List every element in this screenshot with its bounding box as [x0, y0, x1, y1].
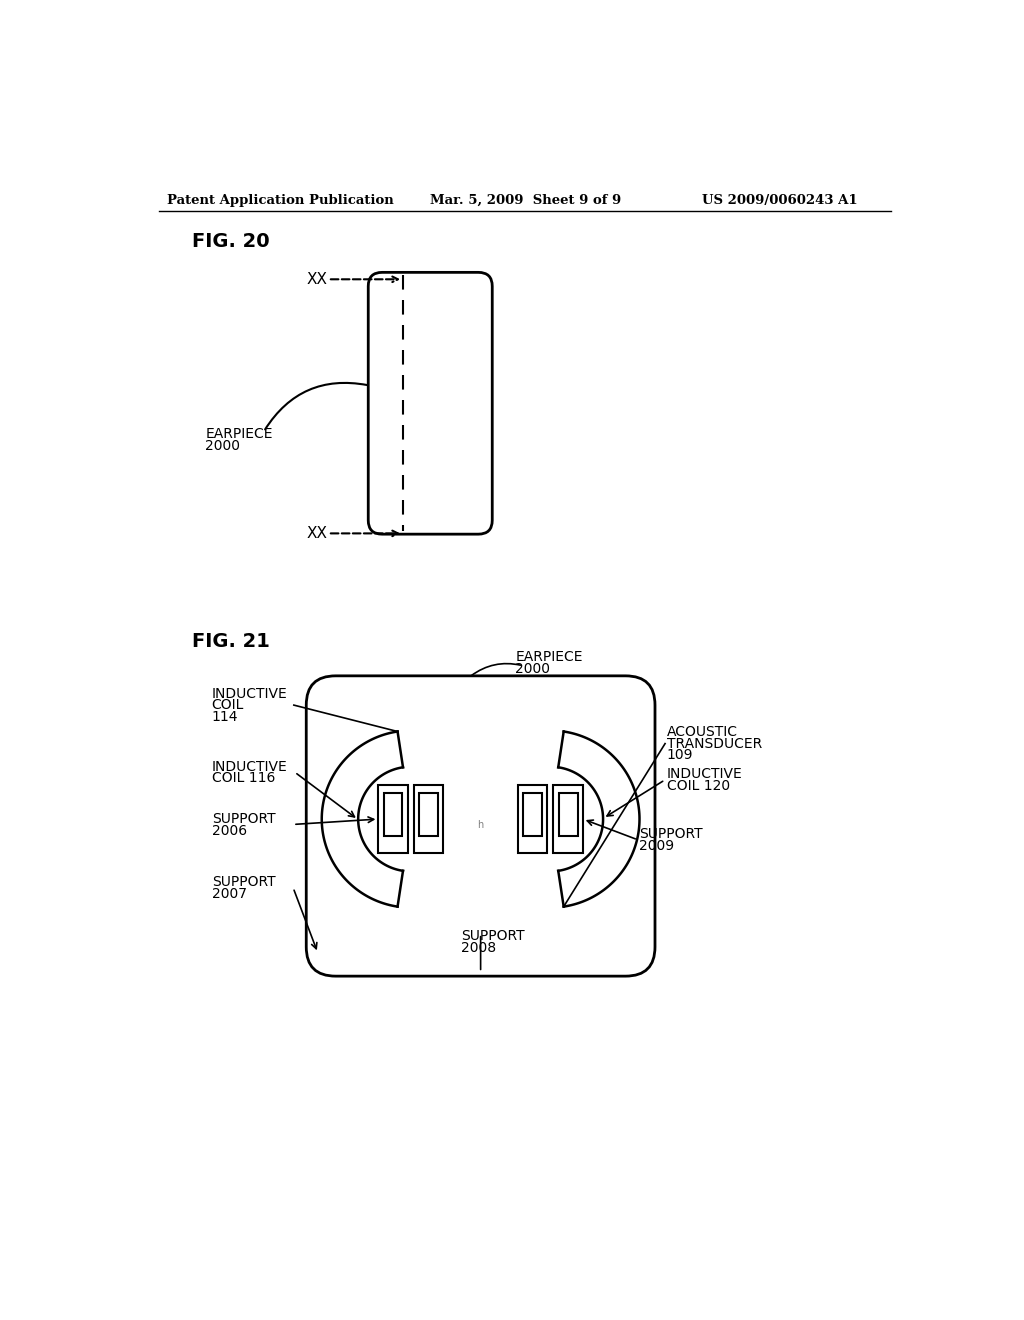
- Text: 109: 109: [667, 748, 693, 762]
- Bar: [523, 793, 542, 836]
- Text: Mar. 5, 2009  Sheet 9 of 9: Mar. 5, 2009 Sheet 9 of 9: [430, 194, 622, 207]
- Text: SUPPORT: SUPPORT: [212, 812, 275, 826]
- Text: INDUCTIVE: INDUCTIVE: [212, 760, 288, 774]
- Text: ACOUSTIC: ACOUSTIC: [667, 725, 737, 739]
- Text: COIL 120: COIL 120: [667, 779, 730, 793]
- Text: FIG. 20: FIG. 20: [191, 232, 269, 251]
- Bar: [378, 785, 408, 853]
- Text: EARPIECE: EARPIECE: [206, 428, 273, 441]
- Text: SUPPORT: SUPPORT: [640, 828, 703, 841]
- Bar: [554, 785, 583, 853]
- Text: 2007: 2007: [212, 887, 247, 900]
- Text: US 2009/0060243 A1: US 2009/0060243 A1: [701, 194, 857, 207]
- FancyBboxPatch shape: [369, 272, 493, 535]
- Text: COIL 116: COIL 116: [212, 771, 275, 785]
- Text: EARPIECE: EARPIECE: [515, 651, 583, 664]
- Text: XX: XX: [307, 272, 328, 286]
- Text: FIG. 21: FIG. 21: [191, 632, 269, 652]
- Text: 2000: 2000: [515, 661, 551, 676]
- Text: 2006: 2006: [212, 824, 247, 838]
- Text: 2008: 2008: [461, 941, 497, 954]
- Text: INDUCTIVE: INDUCTIVE: [667, 767, 742, 781]
- Text: 2009: 2009: [640, 840, 675, 853]
- Bar: [518, 785, 547, 853]
- Bar: [420, 793, 438, 836]
- Text: 114: 114: [212, 710, 239, 723]
- FancyBboxPatch shape: [306, 676, 655, 977]
- Text: SUPPORT: SUPPORT: [212, 875, 275, 890]
- Bar: [414, 785, 443, 853]
- Text: TRANSDUCER: TRANSDUCER: [667, 737, 762, 751]
- Text: Patent Application Publication: Patent Application Publication: [167, 194, 393, 207]
- Text: h: h: [477, 820, 483, 829]
- Bar: [559, 793, 578, 836]
- Text: INDUCTIVE: INDUCTIVE: [212, 686, 288, 701]
- Bar: [384, 793, 402, 836]
- Text: COIL: COIL: [212, 698, 244, 711]
- Text: SUPPORT: SUPPORT: [461, 929, 525, 942]
- Text: XX: XX: [307, 525, 328, 541]
- Text: 2000: 2000: [206, 438, 241, 453]
